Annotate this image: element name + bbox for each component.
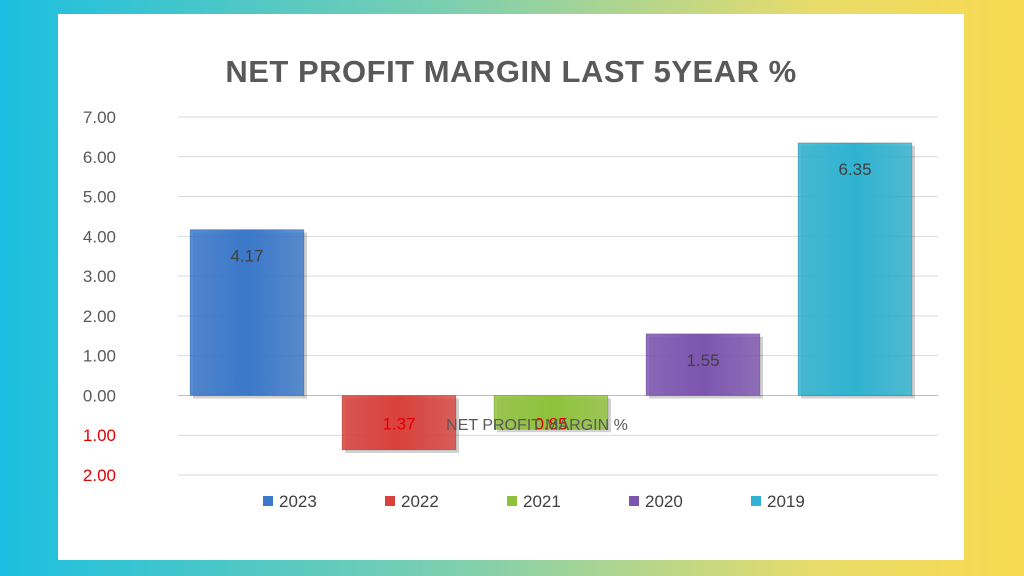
legend-swatch-2021 — [507, 496, 517, 506]
data-label-2023: 4.17 — [230, 247, 263, 266]
x-axis-title: NET PROFIT MARGIN % — [446, 417, 628, 434]
y-tick-label: 6.00 — [83, 148, 116, 167]
y-tick-label: 2.00 — [83, 307, 116, 326]
bar-2020[interactable] — [645, 333, 761, 396]
data-label-2022: 1.37 — [382, 414, 415, 433]
y-tick-label: 4.00 — [83, 227, 116, 246]
y-tick-label: 5.00 — [83, 188, 116, 207]
legend-swatch-2022 — [385, 496, 395, 506]
legend-label-2020: 2020 — [645, 492, 683, 511]
legend-swatch-2020 — [629, 496, 639, 506]
y-tick-label: 0.00 — [83, 386, 116, 405]
bar-2021[interactable] — [493, 394, 609, 430]
data-label-2019: 6.35 — [838, 160, 871, 179]
data-label-2020: 1.55 — [686, 351, 719, 370]
legend-label-2021: 2021 — [523, 492, 561, 511]
legend-swatch-2023 — [263, 496, 273, 506]
bar-2023[interactable] — [189, 229, 305, 396]
bar-2019[interactable] — [797, 142, 913, 396]
y-tick-label: 1.00 — [83, 426, 116, 445]
y-tick-label: 2.00 — [83, 466, 116, 485]
legend-label-2019: 2019 — [767, 492, 805, 511]
y-tick-label: 3.00 — [83, 267, 116, 286]
legend-swatch-2019 — [751, 496, 761, 506]
chart-title: NET PROFIT MARGIN LAST 5YEAR % — [225, 54, 797, 89]
bar-2022[interactable] — [341, 394, 457, 451]
legend-label-2022: 2022 — [401, 492, 439, 511]
bar-chart: 7.00 6.00 5.00 4.00 3.00 2.00 1.00 0.00 1.00 2.00… — [83, 108, 938, 511]
chart-card: NET PROFIT MARGIN LAST 5YEAR % 7.00 6.00 5… — [58, 14, 964, 560]
y-tick-label: 1.00 — [83, 347, 116, 366]
data-label-2021: 0.85 — [534, 414, 567, 433]
legend-label-2023: 2023 — [279, 492, 317, 511]
y-tick-label: 7.00 — [83, 108, 116, 127]
